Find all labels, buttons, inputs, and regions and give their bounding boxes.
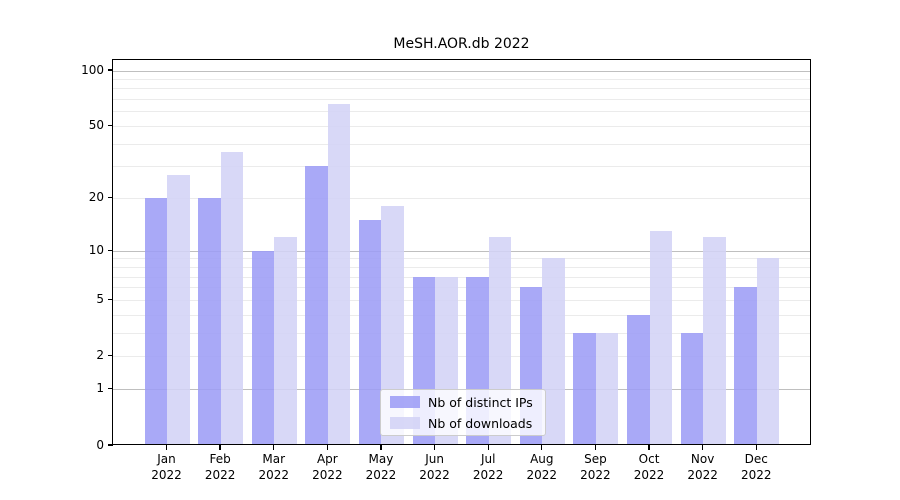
bar-distinct-ips [573,332,596,445]
bar-distinct-ips [144,198,167,445]
legend-swatch [390,396,420,408]
legend: Nb of distinct IPs Nb of downloads [380,389,546,436]
x-tick-label: Feb 2022 [204,452,236,482]
bar-downloads [274,237,297,445]
minor-gridline [113,356,810,358]
x-tick-mark [541,445,543,450]
legend-item: Nb of distinct IPs [390,395,545,410]
y-tick-mark [107,69,113,71]
bar-distinct-ips [734,287,757,445]
minor-gridline [113,276,810,278]
bar-downloads [327,103,351,445]
bar-downloads [167,174,190,445]
minor-gridline [113,287,810,289]
bar-downloads [220,152,244,445]
bar-downloads [756,258,780,445]
y-tick-label: 20 [88,190,104,205]
bar-downloads [649,231,673,445]
minor-gridline [113,126,810,128]
minor-gridline [113,266,810,268]
y-tick-mark [107,196,113,199]
y-tick-label: 10 [88,242,104,257]
minor-gridline [113,99,810,101]
legend-swatch [390,417,420,429]
x-tick-label: Nov 2022 [687,452,718,482]
plot-area: Nb of distinct IPs Nb of downloads [112,59,811,445]
x-tick-label: Dec 2022 [740,452,772,482]
chart-title: MeSH.AOR.db 2022 [393,36,530,52]
minor-gridline [113,166,810,168]
x-tick-label: Jun 2022 [419,452,450,482]
minor-gridline [113,198,810,200]
major-gridline [113,70,810,72]
x-tick-label: Jan 2022 [151,452,182,482]
x-tick-mark [380,445,382,450]
legend-label: Nb of downloads [428,415,533,431]
bar-downloads [595,332,619,445]
bar-downloads [381,206,404,445]
y-tick-label: 100 [81,62,104,77]
x-tick-mark [594,445,597,450]
bar-distinct-ips [680,332,704,445]
minor-gridline [113,78,810,80]
bar-downloads [703,237,726,445]
legend-label: Nb of distinct IPs [428,394,533,410]
x-tick-mark [755,445,757,450]
legend-item: Nb of downloads [390,416,545,431]
x-tick-label: Sep 2022 [580,452,611,482]
minor-gridline [113,299,810,301]
y-tick-mark [107,388,113,390]
x-tick-label: Oct 2022 [633,452,665,482]
minor-gridline [113,314,810,316]
y-tick-mark [107,124,113,127]
y-tick-label: 0 [96,437,104,452]
bar-distinct-ips [305,166,328,445]
x-tick-label: Jul 2022 [472,452,504,482]
minor-gridline [113,143,810,145]
minor-gridline [113,111,810,113]
y-tick-label: 5 [96,291,104,306]
bar-distinct-ips [627,314,650,445]
x-tick-mark [433,445,436,450]
x-tick-mark [219,445,221,450]
y-tick-mark [107,298,113,301]
major-gridline [113,250,810,252]
bar-downloads [542,258,565,445]
minor-gridline [113,258,810,260]
x-tick-mark [165,445,168,450]
x-tick-mark [487,445,489,450]
x-tick-label: Apr 2022 [312,452,343,482]
x-tick-label: Mar 2022 [258,452,289,482]
x-tick-mark [648,445,650,450]
bar-distinct-ips [358,220,382,445]
y-tick-mark [107,355,113,357]
y-tick-label: 1 [96,381,104,396]
y-tick-mark [107,249,113,251]
minor-gridline [113,88,810,90]
y-tick-label: 2 [96,348,104,363]
x-tick-mark [702,445,704,450]
y-tick-label: 50 [88,118,104,133]
x-tick-mark [326,445,328,450]
bar-distinct-ips [198,198,221,445]
minor-gridline [113,332,810,334]
x-tick-mark [273,445,275,450]
y-tick-mark [107,444,113,446]
x-tick-label: May 2022 [365,452,397,482]
x-tick-label: Aug 2022 [526,452,558,482]
bar-distinct-ips [251,250,275,445]
